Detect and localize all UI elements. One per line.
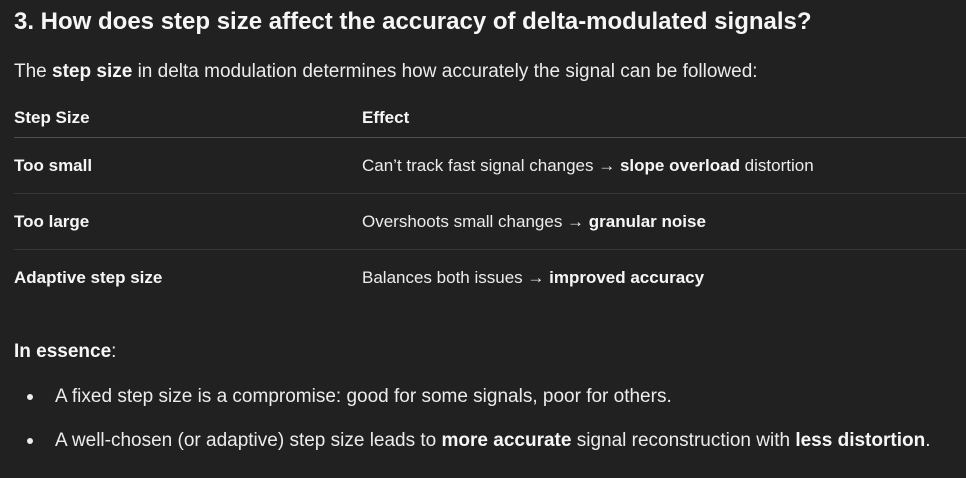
essence-colon: : [111, 341, 117, 362]
cell-effect: Overshoots small changes → granular nois… [362, 211, 966, 233]
cell-effect: Balances both issues → improved accuracy [362, 267, 966, 289]
intro-text: The [14, 61, 53, 82]
intro-text: in delta modulation determines how accur… [132, 61, 758, 82]
bullet-bold-term: more accurate [441, 430, 572, 451]
bullet-bold-term: less distortion [795, 430, 926, 451]
effect-bold-term: slope overload [619, 156, 740, 175]
effect-text: Balances both issues → [362, 268, 550, 287]
bullet-item: A fixed step size is a compromise: good … [0, 385, 966, 409]
table-row: Too small Can’t track fast signal change… [14, 138, 966, 194]
header-effect: Effect [362, 108, 410, 127]
cell-effect: Can’t track fast signal changes → slope … [362, 155, 966, 177]
summary-bullet-list: A fixed step size is a compromise: good … [0, 385, 966, 473]
essence-bold: In essence [14, 341, 112, 362]
bullet-marker [27, 438, 33, 444]
intro-paragraph: The step size in delta modulation determ… [14, 60, 758, 84]
essence-label: In essence: [14, 340, 116, 364]
table-row: Adaptive step size Balances both issues … [14, 250, 966, 305]
intro-bold-term: step size [52, 61, 133, 82]
header-step-size: Step Size [14, 108, 90, 127]
bullet-text: . [925, 430, 931, 451]
bullet-text: A well-chosen (or adaptive) step size le… [55, 430, 442, 451]
cell-step-size: Too large [14, 212, 90, 231]
effect-text: distortion [739, 156, 814, 175]
bullet-marker [27, 394, 33, 400]
cell-step-size: Adaptive step size [14, 268, 163, 287]
effect-bold-term: improved accuracy [549, 268, 705, 287]
table-header-row: Step Size Effect [14, 99, 966, 138]
effect-text: Can’t track fast signal changes → [362, 156, 620, 175]
bullet-text: signal reconstruction with [571, 430, 796, 451]
section-heading: 3. How does step size affect the accurac… [14, 8, 812, 35]
effect-text: Overshoots small changes → [362, 212, 589, 231]
effect-bold-term: granular noise [588, 212, 706, 231]
bullet-item: A well-chosen (or adaptive) step size le… [0, 429, 966, 453]
bullet-text: A fixed step size is a compromise: good … [55, 386, 672, 407]
step-size-table: Step Size Effect Too small Can’t track f… [14, 99, 966, 305]
table-row: Too large Overshoots small changes → gra… [14, 194, 966, 250]
cell-step-size: Too small [14, 156, 93, 175]
